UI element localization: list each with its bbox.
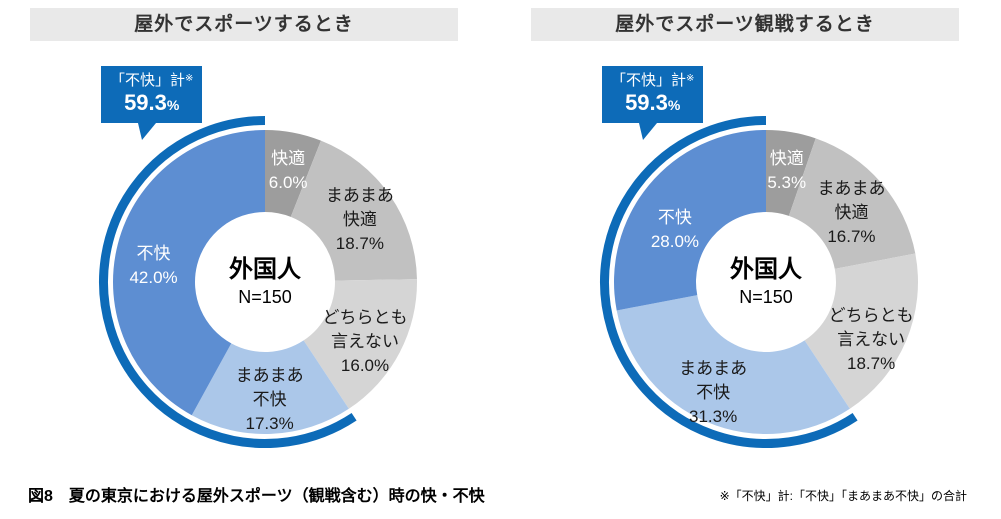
slice-label-neutral: どちらとも言えない 18.7%: [829, 304, 914, 376]
slice-somewhat-comfortable: [788, 138, 916, 269]
slice-label-uncomfortable: 不快 42.0%: [129, 242, 177, 290]
figure-footnote: ※「不快」計:「不快」「まあまあ不快」の合計: [719, 489, 967, 503]
callout-value: 59.3%: [625, 90, 681, 115]
slice-somewhat-uncomfortable: [616, 295, 850, 434]
respondent-group-label: 外国人: [229, 256, 301, 283]
dislike-total-callout: 「不快」計※ 59.3%: [602, 66, 704, 140]
callout-label: 「不快」計※: [611, 72, 695, 89]
slice-comfortable: [766, 130, 816, 216]
slice-value: 17.3%: [245, 413, 294, 433]
slice-label-text: 快適: [769, 148, 804, 168]
dislike-total-arc: [600, 116, 858, 448]
slice-neutral: [303, 279, 417, 409]
slice-neutral: [804, 253, 918, 409]
slice-value: 28.0%: [650, 231, 700, 251]
slice-label-text: 不快: [657, 207, 692, 227]
figure-caption: 図8 夏の東京における屋外スポーツ（観戦含む）時の快・不快: [28, 488, 485, 505]
slice-somewhat-comfortable: [290, 140, 417, 281]
slice-label-somewhat-uncomfortable: まあまあ不快 17.3%: [236, 364, 304, 436]
slice-value: 16.0%: [340, 355, 390, 375]
panel-title-watching: 屋外でスポーツ観戦するとき: [531, 8, 959, 41]
slice-value: 16.7%: [827, 227, 876, 247]
slice-label-text: 快適: [342, 209, 377, 229]
sports-playing-panel: 屋外でスポーツするとき 「不快」計※ 59.3% 外国人 N=150 快適 6.0…: [0, 0, 500, 462]
slice-label-text: 快適: [834, 203, 869, 223]
panel-title-playing: 屋外でスポーツするとき: [30, 8, 458, 41]
slice-value: 42.0%: [129, 267, 178, 287]
donut-chart: [99, 116, 417, 448]
slice-value: 18.7%: [335, 233, 384, 253]
respondent-group-label: 外国人: [730, 256, 802, 283]
sample-size-label: N=150: [739, 287, 793, 307]
footnote-mark: ※: [686, 73, 695, 84]
slice-label-comfortable: 快適 6.0%: [269, 147, 308, 195]
slice-label-text: まあまあ: [817, 179, 886, 199]
footnote-mark: ※: [185, 73, 194, 84]
slice-value: 18.7%: [847, 353, 896, 373]
slice-label-uncomfortable: 不快 28.0%: [651, 206, 699, 254]
slice-label-text: どちらとも: [322, 307, 408, 327]
callout-label: 「不快」計※: [110, 72, 194, 89]
slice-label-text: まあまあ: [679, 359, 748, 379]
slice-label-comfortable: 快適 5.3%: [767, 147, 806, 195]
slice-somewhat-uncomfortable: [191, 340, 349, 434]
sports-watching-panel: 屋外でスポーツ観戦するとき 「不快」計※ 59.3% 外国人 N=150 快適 5…: [501, 0, 1001, 462]
slice-label-text: どちらとも: [828, 305, 914, 325]
slice-label-somewhat-uncomfortable: まあまあ不快 31.3%: [679, 357, 747, 429]
slice-value: 6.0%: [268, 173, 308, 192]
slice-uncomfortable: [113, 130, 265, 416]
donut-chart: [600, 116, 918, 448]
slice-label-text: 不快: [252, 389, 287, 409]
sample-size-label: N=150: [238, 287, 292, 307]
slice-label-somewhat-comfortable: まあまあ快適 16.7%: [817, 177, 885, 249]
dislike-total-callout: 「不快」計※ 59.3%: [101, 66, 203, 140]
slice-label-text: 言えない: [837, 329, 906, 349]
slice-value: 31.3%: [688, 407, 738, 427]
slice-label-somewhat-comfortable: まあまあ快適 18.7%: [326, 184, 394, 256]
slice-label-text: 不快: [696, 383, 731, 403]
slice-uncomfortable: [614, 130, 766, 311]
slice-comfortable: [265, 130, 321, 217]
slice-label-text: 不快: [136, 243, 171, 263]
slice-label-text: 快適: [271, 149, 306, 168]
donut-center-label: 外国人 N=150: [730, 255, 802, 309]
slice-label-neutral: どちらとも言えない 16.0%: [323, 306, 408, 378]
donut-center-label: 外国人 N=150: [229, 255, 301, 309]
slice-value: 5.3%: [767, 172, 807, 192]
dislike-total-arc: [99, 116, 357, 448]
slice-label-text: 言えない: [331, 331, 400, 351]
slice-label-text: まあまあ: [235, 365, 304, 385]
callout-value: 59.3%: [124, 90, 180, 115]
slice-label-text: まあまあ: [325, 185, 394, 205]
